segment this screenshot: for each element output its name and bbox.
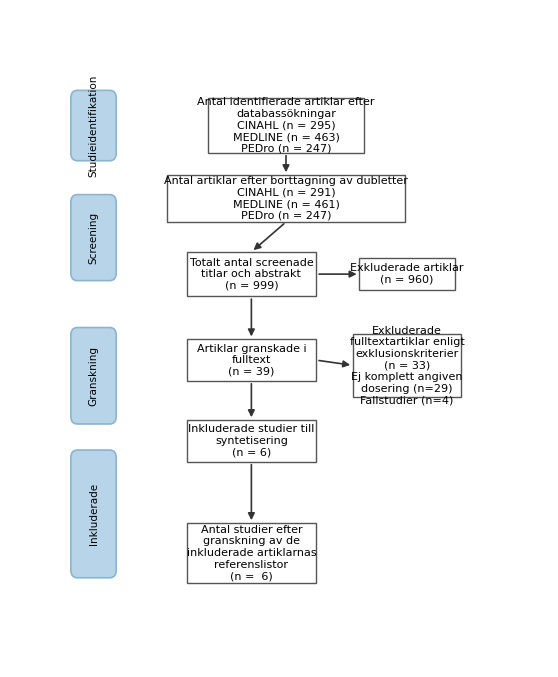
Text: Exkluderade artiklar
(n = 960): Exkluderade artiklar (n = 960) [350,263,464,285]
Text: Inkluderade: Inkluderade [89,483,99,545]
Text: Studieidentifikation: Studieidentifikation [89,74,99,177]
FancyBboxPatch shape [167,175,405,222]
Text: Antal identifierade artiklar efter
databassökningar
CINAHL (n = 295)
MEDLINE (n : Antal identifierade artiklar efter datab… [197,97,375,154]
FancyBboxPatch shape [186,252,316,297]
FancyBboxPatch shape [186,339,316,381]
Text: Granskning: Granskning [89,346,99,406]
FancyBboxPatch shape [353,334,461,397]
FancyBboxPatch shape [359,259,455,290]
FancyBboxPatch shape [208,98,364,153]
Text: Totalt antal screenade
titlar och abstrakt
(n = 999): Totalt antal screenade titlar och abstra… [190,257,313,290]
FancyBboxPatch shape [186,523,316,583]
FancyBboxPatch shape [71,328,116,424]
FancyBboxPatch shape [71,194,116,281]
Text: Exkluderade
fulltextartiklar enligt
exklusionskriterier
(n = 33)
Ej komplett ang: Exkluderade fulltextartiklar enligt exkl… [350,326,464,405]
Text: Screening: Screening [89,212,99,263]
FancyBboxPatch shape [186,420,316,462]
Text: Inkluderade studier till
syntetisering
(n = 6): Inkluderade studier till syntetisering (… [188,424,315,458]
Text: Antal artiklar efter borttagning av dubletter
CINAHL (n = 291)
MEDLINE (n = 461): Antal artiklar efter borttagning av dubl… [164,176,408,221]
FancyBboxPatch shape [71,450,116,577]
FancyBboxPatch shape [71,90,116,160]
Text: Artiklar granskade i
fulltext
(n = 39): Artiklar granskade i fulltext (n = 39) [196,343,306,376]
Text: Antal studier efter
granskning av de
inkluderade artiklarnas
referenslistor
(n =: Antal studier efter granskning av de ink… [186,525,316,582]
